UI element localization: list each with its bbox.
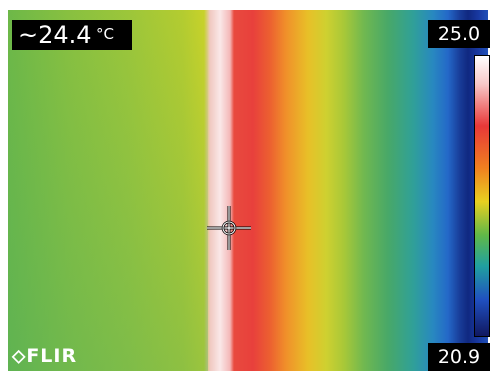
logo: ⬦FLIR — [12, 345, 77, 367]
crosshair — [0, 0, 495, 371]
scale-max: 25.0 — [428, 20, 490, 48]
color-scale — [474, 55, 490, 337]
scale-min: 20.9 — [428, 343, 490, 371]
readout-value: ~24.4 — [18, 21, 92, 49]
thermal-screen: ~24.4 °C 25.0 20.9 ⬦FLIR (() => { const … — [0, 0, 495, 371]
temperature-readout: ~24.4 °C — [12, 20, 132, 50]
logo-text: FLIR — [26, 345, 77, 367]
readout-unit: °C — [96, 25, 114, 43]
